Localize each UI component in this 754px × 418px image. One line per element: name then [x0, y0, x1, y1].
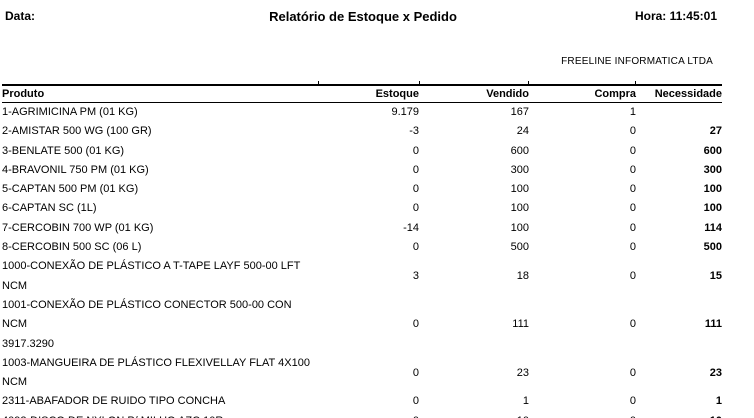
cell-compra: 0 — [629, 366, 636, 379]
cell-produto: 1-AGRIMICINA PM (01 KG) — [2, 106, 138, 118]
cell-vendido: 24 — [516, 125, 529, 138]
cell-compra: 0 — [629, 144, 636, 157]
cell-estoque: 0 — [412, 241, 419, 254]
cell-produto: 1003-MANGUEIRA DE PLÁSTICO FLEXIVELLAY F… — [2, 356, 310, 389]
col-header-estoque: Estoque — [318, 84, 419, 103]
cell-estoque: 0 — [412, 318, 419, 331]
cell-estoque: 0 — [412, 144, 419, 157]
cell-estoque: 9.179 — [391, 106, 419, 118]
cell-vendido: 10 — [419, 412, 529, 418]
stock-order-table: Produto Estoque Vendido Compra Necessida… — [2, 84, 722, 418]
cell-vendido: 111 — [512, 318, 529, 331]
cell-necessidade: 114 — [704, 221, 722, 234]
cell-necessidade: 111 — [704, 318, 722, 331]
cell-produto: 4092-DISCO DE NYLON P/ MILHO AZC 10R — [2, 412, 318, 418]
cell-produto: 3-BENLATE 500 (01 KG) — [2, 144, 125, 157]
cell-produto: 4-BRAVONIL 750 PM (01 KG) — [2, 163, 149, 176]
table-row: 8-CERCOBIN 500 SC (06 L) 0 500 0 500 — [2, 238, 722, 257]
cell-necessidade: 300 — [703, 163, 722, 176]
cell-vendido: 100 — [510, 202, 529, 215]
cell-necessidade: 23 — [709, 366, 722, 379]
cell-necessidade: 100 — [703, 183, 722, 196]
cell-vendido: 18 — [516, 270, 529, 283]
cell-vendido: 167 — [510, 106, 529, 118]
cell-necessidade: 600 — [703, 144, 722, 157]
table-row: 5-CAPTAN 500 PM (01 KG) 0 100 0 100 — [2, 180, 722, 199]
table-row: 1001-CONEXÃO DE PLÁSTICO CONECTOR 500-00… — [2, 296, 722, 354]
table-row: 2311-ABAFADOR DE RUIDO TIPO CONCHA 0 1 0… — [2, 392, 722, 411]
cell-estoque: 0 — [412, 202, 419, 215]
cell-compra: 0 — [629, 395, 636, 408]
cell-necessidade: 10 — [636, 412, 722, 418]
col-header-vendido: Vendido — [419, 84, 529, 103]
table-row: 6-CAPTAN SC (1L) 0 100 0 100 — [2, 199, 722, 218]
column-separator-tick — [528, 81, 529, 85]
cell-estoque: 0 — [412, 163, 419, 176]
cell-necessidade: 100 — [703, 202, 722, 215]
cell-produto: 2-AMISTAR 500 WG (100 GR) — [2, 125, 152, 138]
cell-produto: 8-CERCOBIN 500 SC (06 L) — [2, 241, 142, 254]
table-row: 4-BRAVONIL 750 PM (01 KG) 0 300 0 300 — [2, 161, 722, 180]
cell-estoque: 0 — [412, 183, 419, 196]
column-separator-tick — [318, 81, 319, 85]
cell-compra: 0 — [629, 270, 636, 283]
cell-compra: 0 — [629, 202, 636, 215]
cell-vendido: 500 — [510, 241, 529, 254]
cell-vendido: 100 — [510, 221, 529, 234]
cell-estoque: 0 — [412, 366, 419, 379]
table-row: 4092-DISCO DE NYLON P/ MILHO AZC 10R 0 1… — [2, 412, 722, 418]
table-row: 2-AMISTAR 500 WG (100 GR) -3 24 0 27 — [2, 122, 722, 141]
cell-compra: 0 — [629, 318, 636, 331]
column-separator-tick — [635, 81, 636, 85]
cell-estoque: 0 — [318, 412, 419, 418]
cell-compra: 0 — [629, 221, 636, 234]
cell-vendido: 300 — [510, 163, 529, 176]
cell-compra: 1 — [629, 106, 636, 118]
col-header-produto: Produto — [2, 84, 318, 103]
cell-estoque: 3 — [412, 270, 419, 283]
cell-necessidade: 500 — [703, 241, 722, 254]
company-name: FREELINE INFORMATICA LTDA — [561, 56, 713, 67]
date-label: Data: — [5, 9, 36, 23]
cell-estoque: -14 — [403, 221, 419, 234]
table-row: 3-BENLATE 500 (01 KG) 0 600 0 600 — [2, 142, 722, 161]
cell-estoque: 0 — [412, 395, 419, 408]
cell-produto: 1000-CONEXÃO DE PLÁSTICO A T-TAPE LAYF 5… — [2, 260, 301, 292]
cell-produto: 1001-CONEXÃO DE PLÁSTICO CONECTOR 500-00… — [2, 298, 292, 350]
cell-vendido: 600 — [510, 144, 529, 157]
cell-necessidade: 27 — [709, 125, 722, 138]
cell-necessidade: 15 — [709, 270, 722, 283]
cell-necessidade — [636, 103, 722, 123]
cell-vendido: 1 — [522, 395, 529, 408]
cell-compra: 0 — [629, 241, 636, 254]
column-separator-tick — [419, 81, 420, 85]
table-header-row: Produto Estoque Vendido Compra Necessida… — [2, 84, 722, 103]
cell-estoque: -3 — [409, 125, 419, 138]
table-header: Produto Estoque Vendido Compra Necessida… — [2, 84, 722, 103]
cell-produto: 6-CAPTAN SC (1L) — [2, 202, 97, 215]
cell-produto: 5-CAPTAN 500 PM (01 KG) — [2, 183, 139, 196]
table-row: 1-AGRIMICINA PM (01 KG) 9.179 167 1 — [2, 103, 722, 123]
cell-compra: 0 — [629, 125, 636, 138]
cell-produto: 2311-ABAFADOR DE RUIDO TIPO CONCHA — [2, 395, 226, 408]
table-body: 1-AGRIMICINA PM (01 KG) 9.179 167 1 2-AM… — [2, 103, 722, 418]
cell-compra: 0 — [629, 183, 636, 196]
col-header-compra: Compra — [529, 84, 636, 103]
cell-compra: 0 — [629, 163, 636, 176]
table-row: 7-CERCOBIN 700 WP (01 KG) -14 100 0 114 — [2, 219, 722, 238]
cell-produto: 7-CERCOBIN 700 WP (01 KG) — [2, 221, 154, 234]
table-row: 1000-CONEXÃO DE PLÁSTICO A T-TAPE LAYF 5… — [2, 257, 722, 296]
cell-necessidade: 1 — [715, 395, 722, 408]
cell-compra: 0 — [529, 412, 636, 418]
page-title: Relatório de Estoque x Pedido — [269, 9, 457, 24]
table-row: 1003-MANGUEIRA DE PLÁSTICO FLEXIVELLAY F… — [2, 354, 722, 393]
cell-vendido: 23 — [516, 366, 529, 379]
cell-vendido: 100 — [510, 183, 529, 196]
time-label: Hora: 11:45:01 — [634, 9, 717, 23]
col-header-necessidade: Necessidade — [636, 84, 722, 103]
